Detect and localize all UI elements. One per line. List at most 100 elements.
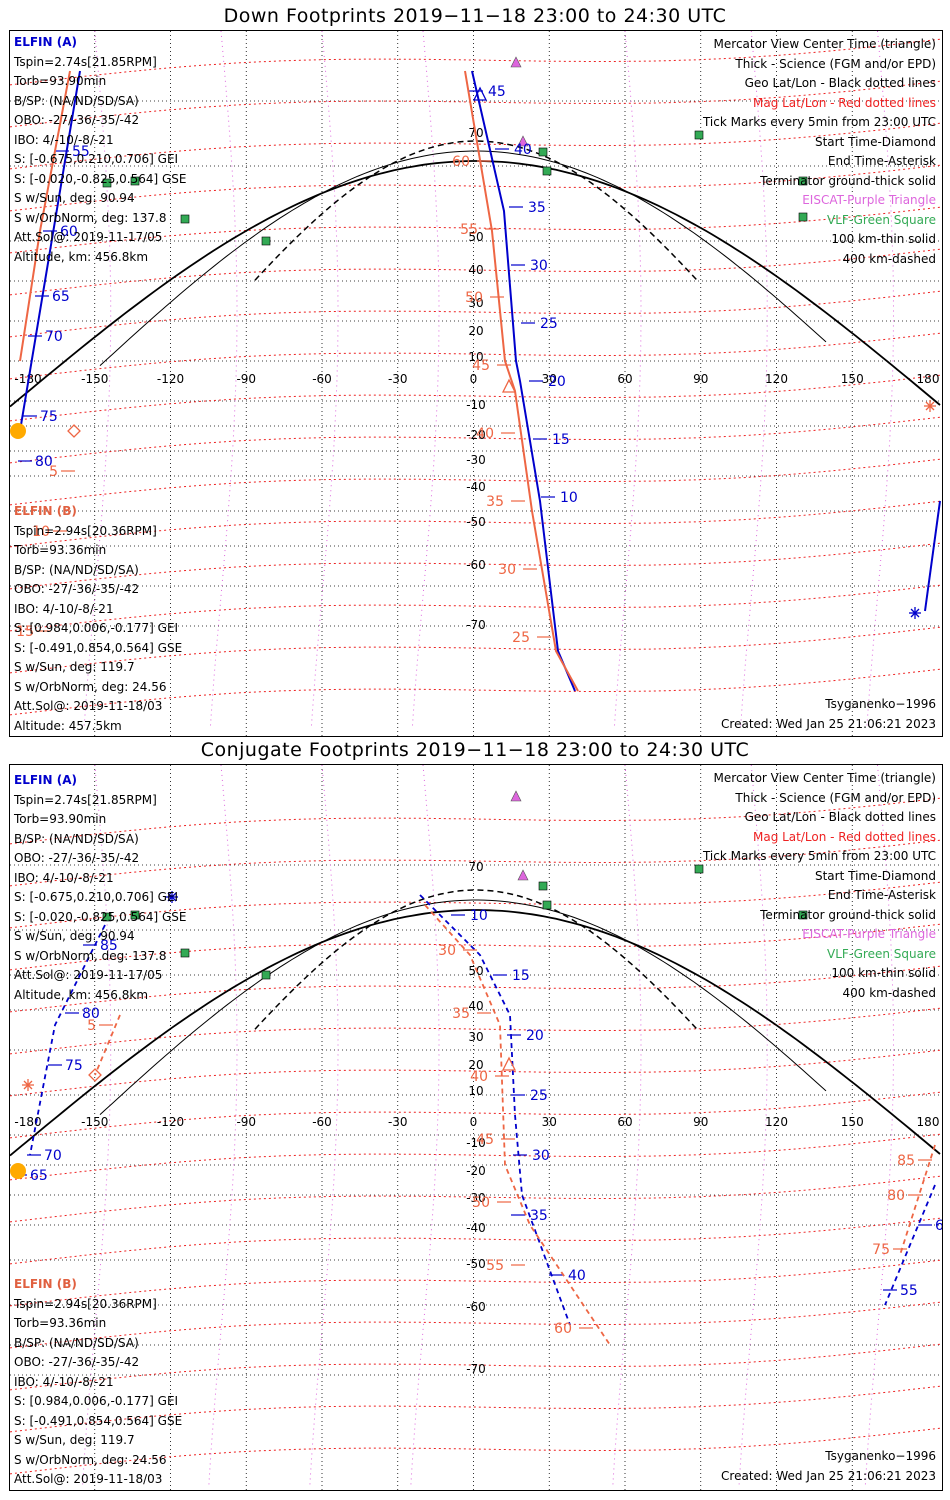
elfin-a-torb: Torb=93.90min <box>14 812 107 826</box>
track-time-label: 35 <box>486 494 504 510</box>
legend-end-time: End Time-Asterisk <box>827 154 936 168</box>
elfin-a-gei: S: [-0.675,0.210,0.706] GEI <box>14 890 179 904</box>
mag-latitude-line <box>10 458 941 506</box>
subsolar-point-icon <box>10 1163 26 1179</box>
elfin-b-info-conj: ELFIN (B) Tspin=2.94s[20.36RPM] Torb=93.… <box>14 1275 182 1491</box>
terminator-400km-line <box>254 889 700 1032</box>
created-label: Created: Wed Jan 25 21:06:21 2023 <box>721 717 936 731</box>
track-time-label: 5 <box>49 464 58 480</box>
mag-latitude-line <box>10 248 941 296</box>
center-time-triangle <box>472 86 488 101</box>
elfin-a-obo: OBO: -27/-36/-35/-42 <box>14 851 140 865</box>
elfin-a-west-track <box>19 70 81 432</box>
track-time-label: 55 <box>900 1283 918 1299</box>
elfin-b-torb: Torb=93.36min <box>14 543 107 557</box>
terminator-ground-line <box>10 160 941 408</box>
legend-geo-grid: Geo Lat/Lon - Black dotted lines <box>744 76 936 90</box>
track-time-label: 25 <box>530 1088 548 1104</box>
latitude-label: 10 <box>468 350 483 364</box>
vlf-station-marker <box>261 236 271 246</box>
track-time-label: 15 <box>512 968 530 984</box>
elfin-a-bsp: B/SP: (NA/ND/SD/SA) <box>14 831 139 846</box>
track-time-label: 5 <box>87 1018 96 1034</box>
vlf-station-marker <box>130 176 140 186</box>
eiscat-station-marker <box>510 790 522 802</box>
mag-latitude-line <box>10 122 941 170</box>
elfin-a-east-conj-track <box>884 1184 936 1306</box>
mag-latitude-line <box>10 1427 941 1475</box>
mag-latitude-line <box>10 80 941 128</box>
latitude-label: -40 <box>466 1221 486 1235</box>
mag-latitude-line <box>10 1049 941 1097</box>
elfin-b-altitude: Altitude: 457.5km <box>14 718 122 733</box>
vlf-station-marker <box>694 130 704 140</box>
latitude-label: -70 <box>466 618 486 632</box>
elfin-b-gse: S: [-0.491,0.854,0.564] GSE <box>14 640 183 655</box>
longitude-label: -30 <box>388 372 408 386</box>
longitude-label: -60 <box>312 1115 332 1129</box>
track-time-label: 70 <box>44 1148 62 1164</box>
elfin-a-gse: S: [-0.020,-0.825,0.564] GSE <box>14 171 187 186</box>
model-label: Tsyganenko−1996 <box>825 697 936 711</box>
elfin-a-ibo: IBO: 4/-10/-8/-21 <box>14 132 114 147</box>
latitude-label: -20 <box>466 428 486 442</box>
elfin-a-east-track <box>924 500 941 612</box>
longitude-label: 180 <box>917 372 940 386</box>
track-time-label: 60 <box>554 1321 572 1337</box>
track-time-label: 15 <box>552 432 570 448</box>
elfin-a-obo: OBO: -27/-36/-35/-42 <box>14 113 140 127</box>
start-time-diamond <box>88 1068 102 1082</box>
track-time-label: 75 <box>872 1242 890 1258</box>
down-footprints-title: Down Footprints 2019−11−18 23:00 to 24:3… <box>223 5 727 27</box>
track-time-label: 20 <box>526 1028 544 1044</box>
track-time-label: 75 <box>65 1058 83 1074</box>
legend-400km: 400 km-dashed <box>842 985 936 1000</box>
elfin-b-info: ELFIN (B) Tspin=2.94s[20.36RPM] Torb=93.… <box>14 502 182 736</box>
elfin-b-west-track <box>19 70 71 362</box>
mag-meridian <box>864 765 894 1486</box>
end-time-asterisk <box>23 1080 33 1090</box>
elfin-a-tspin: Tspin=2.74s[21.85RPM] <box>14 792 157 807</box>
elfin-a-bsp: B/SP: (NA/ND/SD/SA) <box>14 93 139 108</box>
elfin-a-name: ELFIN (A) <box>14 773 77 787</box>
legend-100km: 100 km-thin solid <box>831 966 936 980</box>
longitude-label: -90 <box>236 372 256 386</box>
mag-meridian <box>411 31 440 728</box>
mag-latitude-line <box>10 797 941 845</box>
track-time-label: 60 <box>935 1218 942 1234</box>
longitude-label: 30 <box>542 372 557 386</box>
latitude-label: 20 <box>468 324 483 338</box>
track-time-label: 30 <box>498 562 516 578</box>
elfin-b-altitude: Altitude: 457.5km <box>14 1490 182 1491</box>
longitude-label: 150 <box>841 1115 864 1129</box>
elfin-b-name: ELFIN (B) <box>14 504 77 518</box>
mag-latitude-line <box>10 1217 941 1265</box>
vlf-station-marker <box>538 881 548 891</box>
track-time-label: 35 <box>528 200 546 216</box>
latitude-label: 40 <box>468 999 483 1013</box>
mag-latitude-line <box>10 839 941 887</box>
vlf-station-marker <box>538 147 548 157</box>
latitude-label: -30 <box>466 1191 486 1205</box>
elfin-a-torb: Torb=93.90min <box>14 74 107 88</box>
longitude-label: 90 <box>693 1115 708 1129</box>
vlf-station-marker <box>694 864 704 874</box>
mag-meridian <box>309 765 339 1486</box>
latitude-label: -10 <box>466 1136 486 1150</box>
longitude-label: -60 <box>312 372 332 386</box>
mag-latitude-line <box>10 416 941 464</box>
mag-latitude-line <box>10 1385 941 1433</box>
longitude-label: -120 <box>157 1115 184 1129</box>
elfin-b-tspin: Tspin=2.94s[20.36RPM] <box>14 523 157 538</box>
elfin-b-sun-angle: S w/Sun, deg: 119.7 <box>14 1433 135 1447</box>
mag-meridian <box>410 765 440 1486</box>
eiscat-station-marker <box>517 135 529 147</box>
map-legend-conj: Mercator View Center Time (triangle) Thi… <box>703 769 936 1003</box>
track-time-label: 85 <box>897 1153 915 1169</box>
track-time-label: 30 <box>532 1148 550 1164</box>
end-time-asterisk <box>167 892 177 902</box>
vlf-station-marker <box>798 212 808 222</box>
track-time-label: 70 <box>45 329 63 345</box>
conjugate-footprints-title: Conjugate Footprints 2019−11−18 23:00 to… <box>200 739 750 761</box>
vlf-station-marker <box>130 910 140 920</box>
